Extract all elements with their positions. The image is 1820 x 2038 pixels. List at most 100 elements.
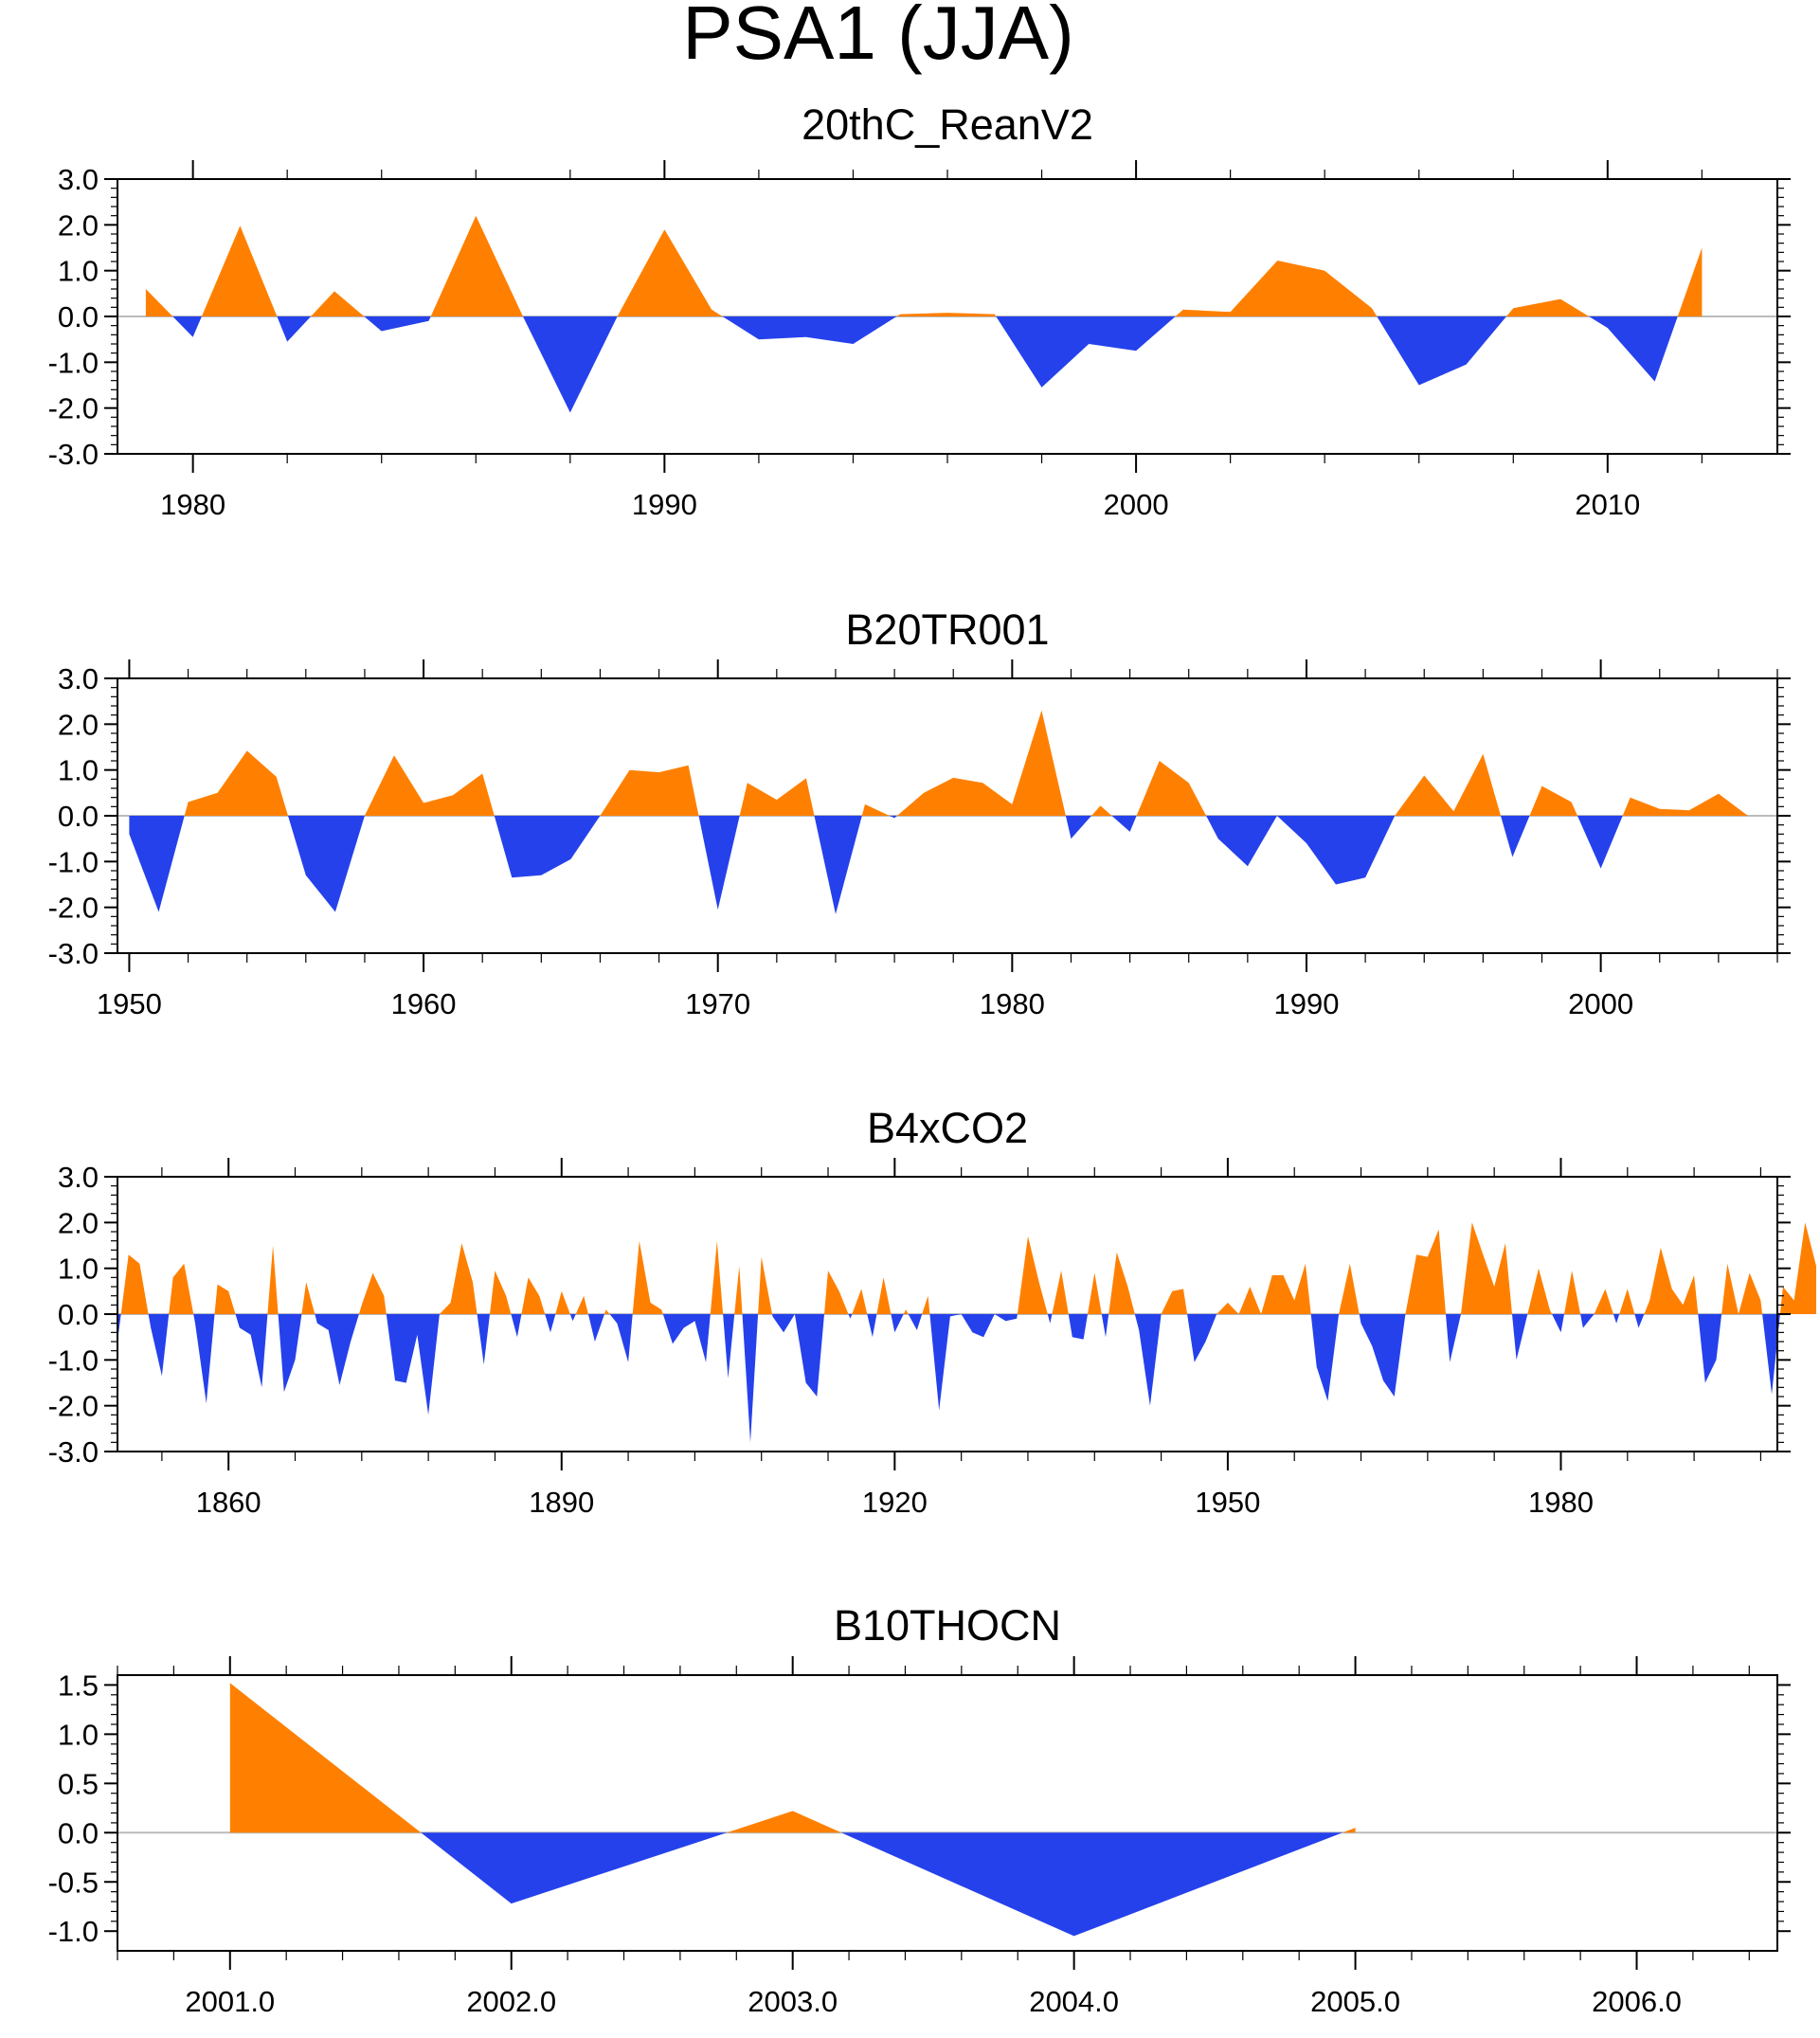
negative-area [1134,1314,1162,1406]
panel-20thc-reanv2: 20thC_ReanV2 3.0 2.0 1.0 0.0 -1.0 -2.0 -3.0 198… [48,100,1791,521]
positive-area [1677,247,1703,316]
negative-area [929,1314,962,1411]
negative-area [848,1314,853,1319]
x-tick-label: 2005.0 [1310,1985,1400,2018]
positive-area [439,1243,478,1314]
y-tick-label: -2.0 [48,392,99,425]
positive-area [1405,1229,1446,1314]
negative-area [723,1314,735,1379]
negative-area [1111,816,1137,832]
y-tick-label: -0.5 [48,1866,99,1899]
negative-area [494,816,601,878]
positive-area [1395,753,1501,816]
positive-area [184,750,288,816]
negative-area [129,816,185,912]
negative-area [278,1314,302,1393]
negative-area [1101,1314,1109,1338]
y-tick-label: 3.0 [58,1161,99,1194]
positive-area [1721,1263,1739,1314]
negative-area [364,316,431,332]
x-tick-label: 1990 [632,488,697,521]
y-tick-label: -1.0 [48,1344,99,1377]
y-tick-label: 1.0 [58,754,99,787]
positive-area [632,1240,663,1314]
x-tick-label: 1980 [160,488,225,521]
y-tick-label: -3.0 [48,1435,99,1469]
positive-area [555,1290,570,1314]
positive-area [1564,1271,1581,1314]
positive-area [617,229,723,316]
negative-area [609,1314,633,1362]
negative-area [1762,1314,1780,1395]
negative-area [277,316,312,342]
negative-area [523,316,618,413]
negative-area [587,1314,604,1342]
negative-area [288,816,365,912]
positive-area [824,1271,849,1314]
negative-area [1634,1314,1645,1328]
positive-area [145,289,173,316]
negative-area [421,1832,728,1904]
negative-area [511,1314,522,1338]
positive-area [1594,1289,1613,1314]
x-tick-label: 2006.0 [1592,1985,1682,2018]
positive-area [521,1277,546,1314]
y-tick-label: 1.5 [58,1668,99,1702]
negative-area [1276,816,1396,885]
y-tick-label: 1.0 [58,255,99,288]
y-tick-label: 2.0 [58,1206,99,1239]
positive-area [1017,1235,1048,1314]
positive-area [301,1282,315,1314]
positive-area [364,755,495,816]
positive-area [1739,1272,1763,1314]
positive-area [1644,1247,1699,1314]
positive-area [1529,785,1577,816]
y-tick-label: 0.0 [58,1298,99,1331]
positive-area [1342,1828,1356,1833]
negative-area [1512,1314,1528,1361]
panel-b20tr001: B20TR001 3.0 2.0 1.0 0.0 -1.0 -2.0 -3.0 1950 196… [48,605,1791,1020]
positive-area [876,1277,892,1314]
negative-area [794,1314,824,1397]
negative-area [996,316,1176,388]
positive-area [600,765,699,816]
positive-area [1461,1222,1512,1314]
positive-area [1108,1252,1135,1314]
y-tick-label: -3.0 [48,438,99,471]
positive-area [1175,261,1378,316]
positive-area [267,1245,279,1314]
x-tick-label: 1960 [391,987,457,1020]
positive-area [727,1811,842,1833]
x-tick-label: 1970 [685,987,750,1020]
positive-area [734,1266,743,1314]
main-title: PSA1 (JJA) [682,0,1073,75]
positive-area [1622,793,1748,816]
panel-b4xco2: B4xCO2 3.0 2.0 1.0 0.0 -1.0 -2.0 -3.0 1860 1890 1… [48,1104,1816,1519]
negative-area [569,1314,576,1322]
positive-area [922,1295,930,1314]
positive-area [430,215,523,316]
y-tick-label: -2.0 [48,1390,99,1423]
positive-area [358,1272,387,1314]
negative-area [742,1314,759,1443]
negative-area [1577,816,1623,869]
negative-area [867,1314,877,1338]
y-tick-label: 0.0 [58,1816,99,1849]
positive-area [1779,1222,1816,1314]
positive-area [214,1284,236,1314]
positive-area [1136,761,1207,816]
panel-b10thocn: B10THOCN 1.5 1.0 0.5 0.0 -0.5 -1.0 2001.0 2002.… [48,1601,1791,2018]
panel-title: B20TR001 [845,605,1049,654]
x-tick-label: 2004.0 [1029,1985,1119,2018]
negative-area [545,1314,556,1333]
positive-area [1261,1263,1311,1314]
negative-area [1552,1314,1564,1333]
x-tick-label: 2001.0 [185,1985,275,2018]
positive-area [1238,1287,1262,1314]
negative-area [315,1314,359,1385]
negative-area [1206,816,1277,867]
positive-area [169,1263,194,1314]
positive-area [201,225,278,316]
negative-area [1359,1314,1406,1397]
negative-area [1698,1314,1722,1383]
